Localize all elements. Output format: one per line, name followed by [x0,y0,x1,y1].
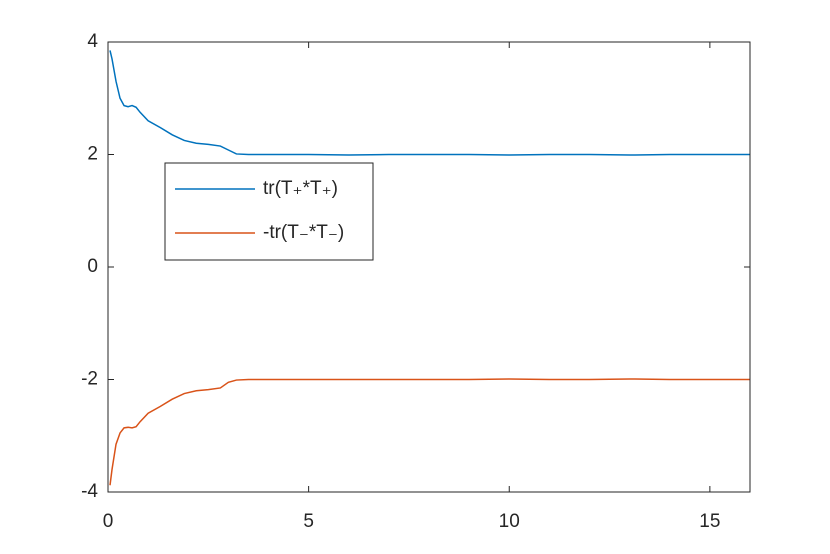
legend-box [164,162,374,261]
y-tick-label: 0 [87,256,98,277]
y-tick-label: -4 [81,481,98,502]
legend-label: tr(T₊*T₊) [263,178,338,199]
plot-area [108,42,750,492]
x-tick-label: 10 [499,511,520,532]
axes-box [107,41,751,493]
y-tick-label: 2 [87,144,98,165]
y-tick-label: 4 [87,31,98,52]
x-tick-label: 15 [699,511,720,532]
data-line [109,378,750,486]
legend: tr(T₊*T₊) -tr(T₋*T₋) [164,162,374,261]
legend-label: -tr(T₋*T₋) [263,222,344,243]
x-tick-label: 0 [103,511,114,532]
x-tick-label: 5 [303,511,314,532]
data-line [109,50,750,156]
y-tick-label: -2 [81,369,98,390]
